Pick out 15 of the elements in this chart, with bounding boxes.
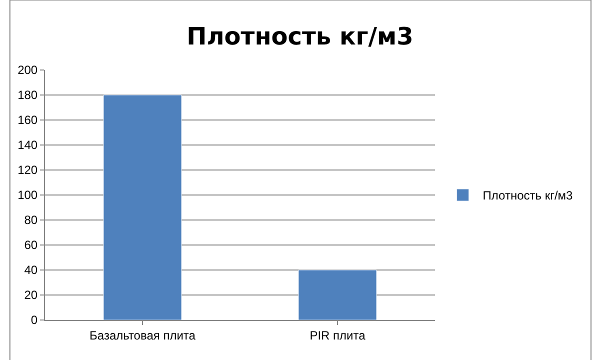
y-tick-label: 120 <box>18 163 38 178</box>
y-tick-label: 20 <box>24 288 38 302</box>
x-tick-label: PIR плита <box>310 328 366 342</box>
x-tick-label: Базальтовая плита <box>90 328 196 342</box>
chart-title: Плотность кг/м3 <box>186 22 414 50</box>
y-tick-label: 140 <box>18 138 38 152</box>
y-tick-label: 180 <box>18 88 38 102</box>
y-tick-label: 100 <box>18 188 38 202</box>
y-tick-label: 160 <box>18 113 38 128</box>
legend-label: Плотность кг/м3 <box>482 188 574 203</box>
y-tick-label: 40 <box>24 263 38 278</box>
y-tick-label: 80 <box>24 213 38 228</box>
y-tick-label: 60 <box>24 238 38 252</box>
y-tick-label: 0 <box>30 313 38 328</box>
y-tick-label: 200 <box>18 63 38 78</box>
